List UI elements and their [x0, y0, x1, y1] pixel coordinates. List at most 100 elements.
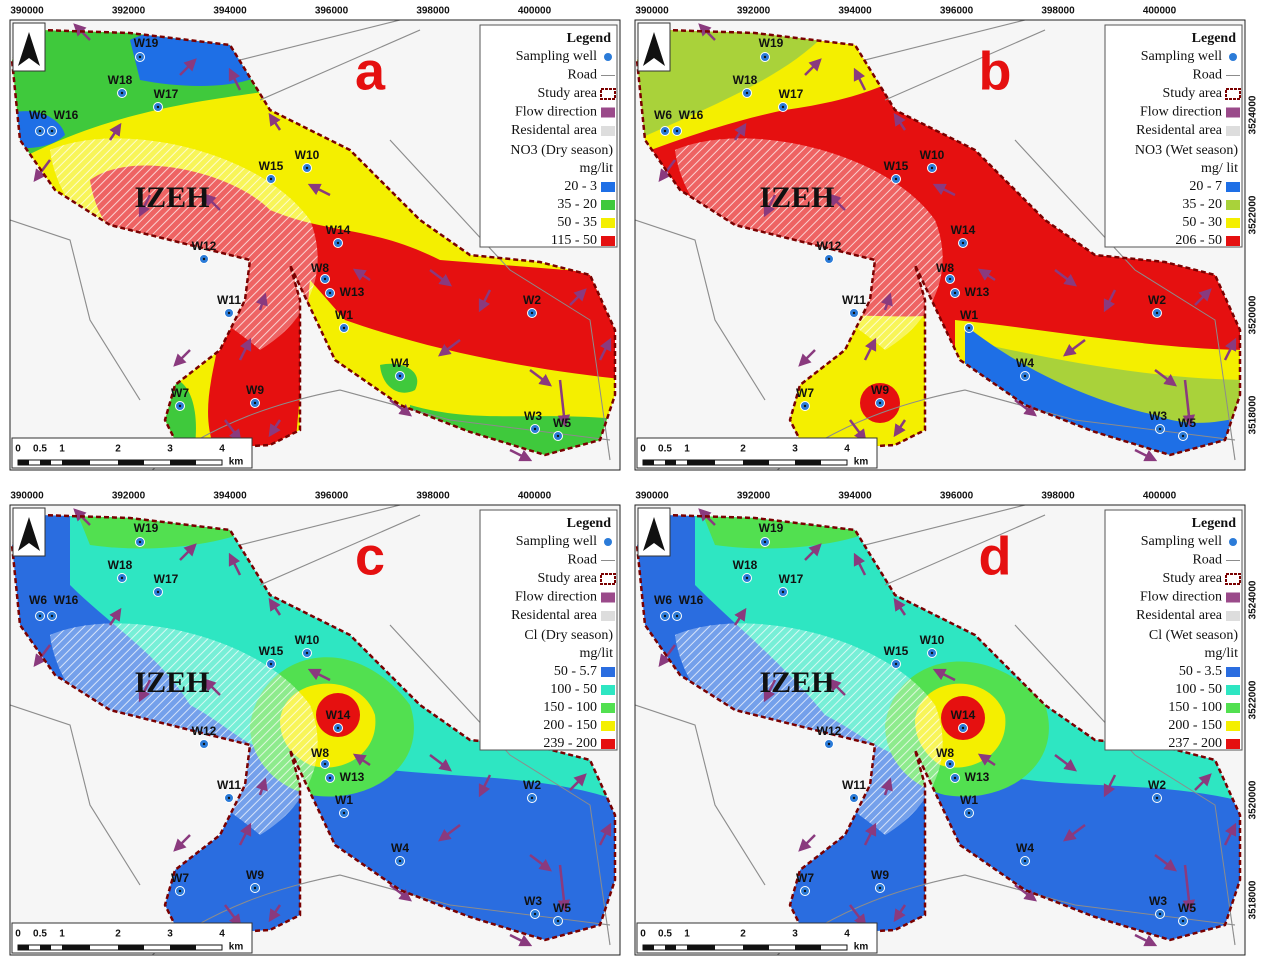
sampling-well-center	[931, 167, 933, 169]
sampling-well-center	[203, 743, 205, 745]
legend-class-swatch	[1226, 721, 1240, 731]
well-label: W3	[1149, 894, 1167, 908]
sampling-well-center	[879, 887, 881, 889]
sampling-well-center	[746, 577, 748, 579]
sampling-well-center	[557, 920, 559, 922]
scale-label: 1	[59, 929, 65, 940]
legend-parameter: NO3 (Wet season)	[1135, 143, 1238, 158]
scale-bar-segment	[743, 460, 769, 465]
x-tick-label: 398000	[416, 491, 450, 502]
legend-unit: mg/lit	[1205, 646, 1239, 661]
well-label: W12	[192, 724, 217, 738]
x-tick-label: 398000	[1041, 491, 1075, 502]
scale-label: 1	[59, 444, 65, 455]
city-label: IZEH	[134, 666, 209, 699]
well-label: W1	[960, 308, 978, 322]
map-panel: 3900003920003940003960003980004000003524…	[625, 491, 1259, 965]
scale-bar-segment	[795, 460, 821, 465]
sampling-well-center	[51, 615, 53, 617]
well-label: W2	[1148, 293, 1166, 307]
legend-unit: mg/lit	[580, 646, 614, 661]
scale-label: 3	[167, 444, 173, 455]
legend-class-label: 206 - 50	[1175, 233, 1222, 248]
x-tick-label: 400000	[1143, 491, 1177, 502]
well-label: W13	[965, 770, 990, 784]
well-label: W1	[960, 793, 978, 807]
well-label: W19	[134, 521, 159, 535]
well-label: W13	[965, 285, 990, 299]
sampling-well-center	[324, 278, 326, 280]
well-label: W9	[246, 383, 264, 397]
well-label: W6	[654, 593, 672, 607]
legend-item: Sampling well	[1141, 534, 1222, 549]
well-label: W19	[759, 521, 784, 535]
sampling-well-center	[157, 591, 159, 593]
scale-label: 0	[640, 929, 646, 940]
well-label: W9	[246, 868, 264, 882]
scale-label: 0	[15, 929, 21, 940]
well-label: W15	[884, 159, 909, 173]
well-label: W15	[884, 644, 909, 658]
x-tick-label: 392000	[112, 491, 146, 502]
sampling-well-center	[534, 428, 536, 430]
scale-label: 4	[844, 444, 850, 455]
sampling-well-center	[203, 258, 205, 260]
sampling-well-center	[343, 327, 345, 329]
x-tick-label: 390000	[10, 491, 44, 502]
legend-class-label: 50 - 3.5	[1179, 664, 1222, 679]
legend-symbol	[1226, 126, 1240, 136]
sampling-well-center	[1159, 428, 1161, 430]
well-label: W11	[842, 778, 866, 792]
legend-class-swatch	[1226, 200, 1240, 210]
legend-class-swatch	[601, 236, 615, 246]
legend-symbol	[601, 108, 615, 118]
scale-bar-segment	[40, 945, 51, 950]
scale-label: 4	[844, 929, 850, 940]
sampling-well-center	[337, 242, 339, 244]
legend-class-label: 115 - 50	[551, 233, 597, 248]
x-tick-label: 390000	[635, 491, 669, 502]
well-label: W4	[1016, 356, 1034, 370]
well-label: W10	[295, 148, 320, 162]
scale-label: 0	[15, 444, 21, 455]
well-label: W12	[192, 239, 217, 253]
sampling-well-center	[962, 242, 964, 244]
sampling-well-center	[949, 278, 951, 280]
legend-item: Road	[1192, 68, 1222, 83]
legend-class-swatch	[601, 685, 615, 695]
legend-class-swatch	[1226, 703, 1240, 713]
x-tick-label: 392000	[737, 491, 771, 502]
scale-bar-segment	[62, 945, 90, 950]
well-label: W14	[326, 708, 351, 722]
figure: 390000392000394000396000398000400000IZEH…	[0, 0, 1263, 977]
city-label: IZEH	[759, 181, 834, 214]
sampling-well-center	[531, 312, 533, 314]
legend-title: Legend	[1192, 31, 1237, 46]
sampling-well-center	[1159, 913, 1161, 915]
legend-class-swatch	[1226, 182, 1240, 192]
scale-bar-segment	[118, 460, 144, 465]
well-label: W2	[523, 293, 541, 307]
legend-symbol	[1226, 611, 1240, 621]
panel-letter: a	[355, 41, 386, 101]
legend-class-label: 239 - 200	[543, 736, 597, 751]
legend-item: Study area	[1163, 571, 1223, 586]
well-label: W5	[553, 416, 571, 430]
x-tick-label: 396000	[940, 491, 974, 502]
well-label: W19	[134, 36, 159, 50]
well-label: W10	[920, 148, 945, 162]
sampling-well-center	[828, 258, 830, 260]
legend-parameter: NO3 (Dry season)	[510, 143, 613, 158]
legend-item: Sampling well	[1141, 49, 1222, 64]
legend-unit: mg/ lit	[1201, 161, 1238, 176]
legend-symbol	[601, 611, 615, 621]
sampling-well-center	[399, 860, 401, 862]
well-label: W6	[29, 593, 47, 607]
sampling-well-center	[157, 106, 159, 108]
x-tick-label: 396000	[940, 6, 974, 17]
x-tick-label: 398000	[1041, 6, 1075, 17]
map-panel: 390000392000394000396000398000400000IZEH…	[0, 491, 630, 965]
scale-label: 0.5	[658, 444, 672, 455]
legend-class-label: 20 - 3	[564, 179, 597, 194]
sampling-well-center	[676, 615, 678, 617]
